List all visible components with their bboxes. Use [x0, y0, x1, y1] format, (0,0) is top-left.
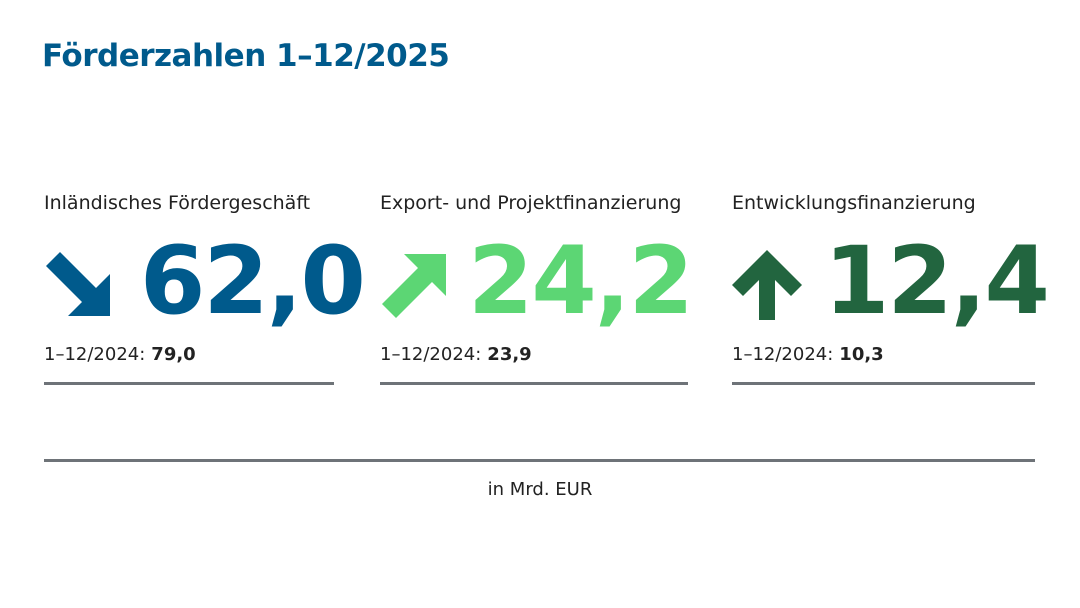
- arrow-shape: [382, 254, 446, 318]
- prior-year: 1–12/2024: 10,3: [732, 344, 884, 365]
- prior-value: 79,0: [151, 344, 196, 365]
- prior-year: 1–12/2024: 79,0: [44, 344, 196, 365]
- unit-note: in Mrd. EUR: [487, 479, 593, 500]
- kpi-value: 62,0: [140, 227, 366, 336]
- prior-label: 1–12/2024:: [380, 344, 482, 365]
- kpi-label: Inländisches Fördergeschäft: [44, 192, 311, 214]
- divider: [380, 382, 688, 385]
- kpi-value: 12,4: [824, 227, 1050, 336]
- trend-arrow: [46, 252, 110, 316]
- title: Förderzahlen 1–12/2025: [42, 38, 450, 74]
- trend-arrow: [382, 254, 446, 318]
- kpi-label: Entwicklungsfinanzierung: [732, 192, 976, 214]
- prior-label: 1–12/2024:: [732, 344, 834, 365]
- trend-arrow: [732, 250, 802, 320]
- prior-year: 1–12/2024: 23,9: [380, 344, 532, 365]
- divider: [44, 459, 1035, 462]
- prior-label: 1–12/2024:: [44, 344, 146, 365]
- arrow-shape: [732, 250, 802, 320]
- prior-value: 23,9: [487, 344, 532, 365]
- divider: [44, 382, 334, 385]
- divider: [732, 382, 1035, 385]
- arrow-shape: [46, 252, 110, 316]
- prior-value: 10,3: [839, 344, 884, 365]
- kpi-value: 24,2: [468, 227, 694, 336]
- kpi-label: Export- und Projektfinanzierung: [380, 192, 682, 214]
